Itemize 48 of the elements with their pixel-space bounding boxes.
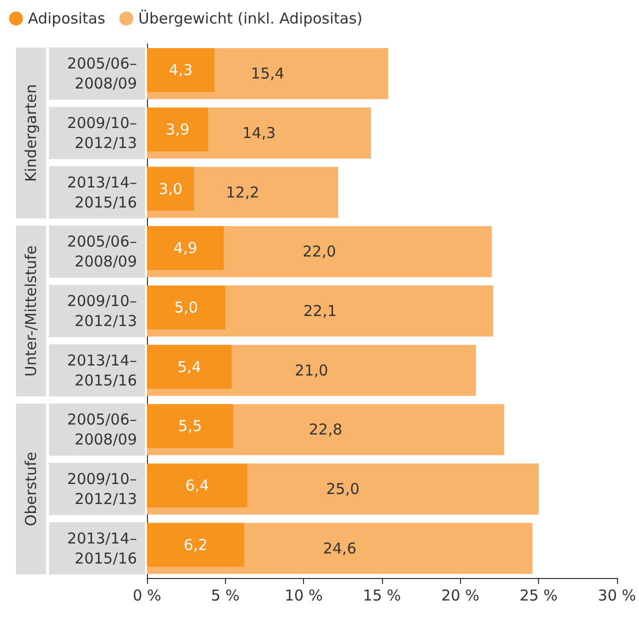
y-tick-label: 2009/10– 2012/13: [67, 292, 137, 330]
data-label: 22,0: [302, 242, 336, 261]
bar: [147, 404, 234, 448]
y-tick-label: 2013/14– 2015/16: [67, 173, 137, 212]
y-tick-label: 2009/10– 2012/13: [67, 470, 137, 508]
data-label: 5,5: [178, 417, 202, 436]
data-label: 25,0: [326, 480, 360, 498]
data-label: 22,8: [308, 420, 342, 439]
data-label: 4,3: [168, 61, 193, 80]
bar: [147, 226, 224, 270]
bar: [147, 344, 232, 389]
text: Oberstufe: [22, 452, 40, 526]
data-label: 6,2: [184, 536, 208, 554]
data-label: 3,9: [166, 120, 190, 138]
data-label: 22,1: [303, 302, 337, 320]
bar: [147, 463, 248, 508]
y-tick-label: 2005/06– 2008/09: [67, 54, 137, 93]
data-label: 5,0: [174, 298, 198, 316]
bar: [147, 522, 244, 567]
x-tick-label: 10 %: [284, 586, 323, 604]
bar: [147, 166, 194, 211]
x-tick-label: 5 %: [211, 586, 240, 604]
data-label: 5,4: [177, 358, 202, 376]
x-tick-label: 20 %: [441, 586, 480, 604]
data-label: 12,2: [226, 183, 260, 202]
legend-label: Adipositas: [28, 10, 106, 28]
data-label: 21,0: [294, 361, 328, 380]
y-tick-label: 2013/14– 2015/16: [67, 351, 137, 390]
data-label: 15,4: [250, 64, 284, 83]
bar: [147, 48, 214, 92]
data-label: 14,3: [242, 124, 276, 142]
bar: [147, 285, 226, 330]
x-tick-label: 30 %: [598, 586, 636, 604]
data-label: 3,0: [158, 180, 182, 198]
y-tick-label: 2005/06– 2008/09: [67, 232, 137, 271]
y-tick-label: 2009/10– 2012/13: [67, 114, 137, 152]
y-tick-label: 2005/06– 2008/09: [67, 410, 137, 449]
data-label: 4,9: [173, 239, 198, 258]
text: Kindergarten: [22, 84, 40, 182]
x-tick-label: 25 %: [520, 586, 558, 604]
data-label: 6,4: [185, 476, 210, 494]
x-tick-label: 15 %: [362, 586, 402, 604]
y-tick-label: 2013/14– 2015/16: [67, 529, 137, 568]
text: Unter-/Mittelstufe: [22, 245, 40, 377]
x-tick-label: 0 %: [132, 586, 162, 604]
bar: [147, 107, 208, 152]
legend-label: Übergewicht (inkl. Adipositas): [138, 10, 363, 28]
data-label: 24,6: [322, 539, 356, 558]
